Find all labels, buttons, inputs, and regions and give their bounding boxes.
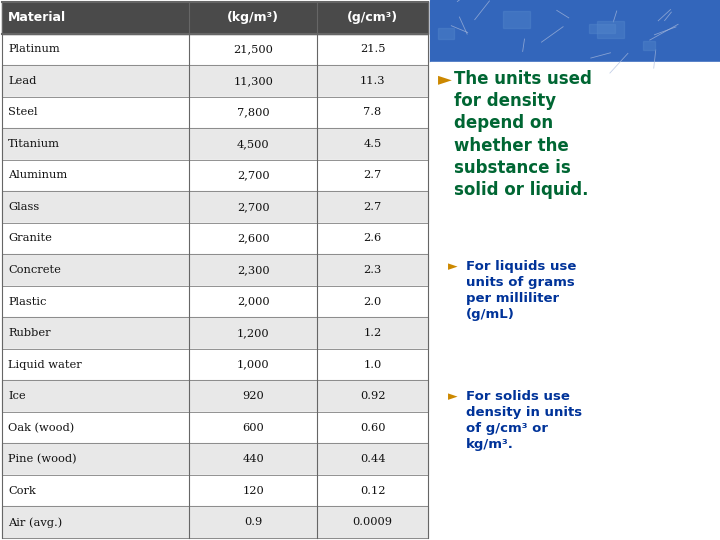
Text: Titanium: Titanium bbox=[8, 139, 60, 149]
Text: Air (avg.): Air (avg.) bbox=[8, 517, 62, 528]
Text: Liquid water: Liquid water bbox=[8, 360, 82, 369]
Text: 11,300: 11,300 bbox=[233, 76, 274, 86]
Text: 1.2: 1.2 bbox=[364, 328, 382, 338]
Text: 2.7: 2.7 bbox=[364, 171, 382, 180]
Bar bbox=[2, 222, 428, 254]
Text: ►: ► bbox=[448, 260, 458, 273]
Text: For liquids use
units of grams
per milliliter
(g/mL): For liquids use units of grams per milli… bbox=[466, 260, 577, 321]
Bar bbox=[2, 349, 428, 380]
Text: 2,700: 2,700 bbox=[237, 171, 270, 180]
Text: 120: 120 bbox=[243, 485, 264, 496]
Text: Platinum: Platinum bbox=[8, 44, 60, 55]
Bar bbox=[2, 97, 428, 128]
Text: Concrete: Concrete bbox=[8, 265, 61, 275]
Bar bbox=[2, 65, 428, 97]
Text: 2.0: 2.0 bbox=[364, 296, 382, 307]
Text: 2.6: 2.6 bbox=[364, 233, 382, 244]
Text: ►: ► bbox=[448, 390, 458, 403]
Text: Cork: Cork bbox=[8, 485, 36, 496]
Bar bbox=[2, 160, 428, 191]
Text: 1,200: 1,200 bbox=[237, 328, 270, 338]
Bar bbox=[2, 443, 428, 475]
Text: Oak (wood): Oak (wood) bbox=[8, 422, 74, 433]
Text: Steel: Steel bbox=[8, 107, 37, 117]
Text: 7.8: 7.8 bbox=[364, 107, 382, 117]
Bar bbox=[2, 128, 428, 160]
Text: Glass: Glass bbox=[8, 202, 40, 212]
Text: For solids use
density in units
of g/cm³ or
kg/m³.: For solids use density in units of g/cm³… bbox=[466, 390, 582, 451]
Text: 0.44: 0.44 bbox=[360, 454, 385, 464]
Text: 21,500: 21,500 bbox=[233, 44, 274, 55]
Text: 0.9: 0.9 bbox=[244, 517, 263, 527]
Text: 7,800: 7,800 bbox=[237, 107, 270, 117]
Text: 440: 440 bbox=[243, 454, 264, 464]
Text: (g/cm³): (g/cm³) bbox=[347, 11, 398, 24]
Text: 0.12: 0.12 bbox=[360, 485, 385, 496]
Text: Lead: Lead bbox=[8, 76, 37, 86]
Bar bbox=[2, 254, 428, 286]
Text: 1,000: 1,000 bbox=[237, 360, 270, 369]
Text: Aluminum: Aluminum bbox=[8, 171, 67, 180]
Bar bbox=[2, 507, 428, 538]
Text: 4.5: 4.5 bbox=[364, 139, 382, 149]
Bar bbox=[597, 21, 624, 37]
Text: 600: 600 bbox=[243, 423, 264, 433]
Text: 0.92: 0.92 bbox=[360, 391, 385, 401]
Text: Granite: Granite bbox=[8, 233, 52, 244]
Text: Rubber: Rubber bbox=[8, 328, 50, 338]
Text: 2.7: 2.7 bbox=[364, 202, 382, 212]
Bar bbox=[2, 412, 428, 443]
Bar bbox=[2, 191, 428, 222]
Bar bbox=[2, 475, 428, 507]
Bar bbox=[2, 33, 428, 65]
Bar bbox=[503, 11, 530, 28]
Bar bbox=[644, 40, 655, 50]
Text: 21.5: 21.5 bbox=[360, 44, 385, 55]
Text: Ice: Ice bbox=[8, 391, 26, 401]
Text: 1.0: 1.0 bbox=[364, 360, 382, 369]
Text: 2,300: 2,300 bbox=[237, 265, 270, 275]
Text: 4,500: 4,500 bbox=[237, 139, 270, 149]
Bar bbox=[430, 62, 720, 540]
Text: 2,700: 2,700 bbox=[237, 202, 270, 212]
Bar bbox=[430, 0, 720, 62]
Text: Material: Material bbox=[8, 11, 66, 24]
Text: 2,600: 2,600 bbox=[237, 233, 270, 244]
Bar bbox=[438, 28, 454, 39]
Text: (kg/m³): (kg/m³) bbox=[228, 11, 279, 24]
Text: 920: 920 bbox=[243, 391, 264, 401]
Text: Pine (wood): Pine (wood) bbox=[8, 454, 76, 464]
Text: The units used
for density
depend on
whether the
substance is
solid or liquid.: The units used for density depend on whe… bbox=[454, 70, 592, 199]
Text: 0.0009: 0.0009 bbox=[353, 517, 392, 527]
Bar bbox=[2, 2, 428, 33]
Bar bbox=[2, 286, 428, 318]
Text: ►: ► bbox=[438, 70, 452, 88]
Bar bbox=[2, 318, 428, 349]
Text: 11.3: 11.3 bbox=[360, 76, 385, 86]
Bar bbox=[2, 380, 428, 412]
Text: 2,000: 2,000 bbox=[237, 296, 270, 307]
Text: 2.3: 2.3 bbox=[364, 265, 382, 275]
Text: Plastic: Plastic bbox=[8, 296, 46, 307]
Text: 0.60: 0.60 bbox=[360, 423, 385, 433]
Bar bbox=[589, 24, 616, 33]
